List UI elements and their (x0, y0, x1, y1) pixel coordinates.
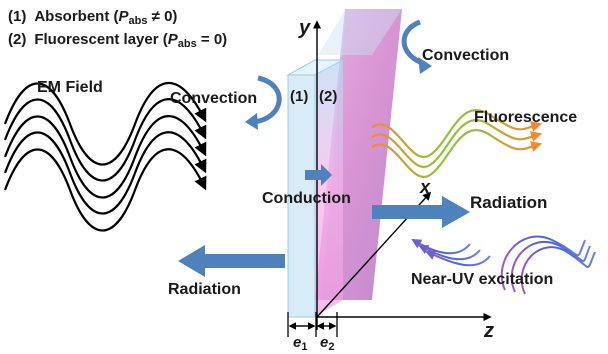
legend: (1) Absorbent (Pabs ≠ 0) (2) Fluorescent l… (8, 8, 227, 50)
convection-left-arrowhead (245, 113, 258, 130)
convection-right-arrow (401, 19, 426, 67)
thickness-markers (287, 312, 338, 337)
em-field-waves (3, 81, 207, 232)
em-field-label: EM Field (37, 79, 103, 96)
legend-item-fluorescent: (2) Fluorescent layer (Pabs = 0) (8, 31, 227, 50)
convection-right-arrowhead (418, 57, 432, 74)
fluorescence-waves (371, 109, 543, 179)
z-axis-label: z (483, 320, 494, 342)
near-uv-waves (411, 235, 596, 295)
conduction-arrow (305, 164, 332, 186)
thickness-e1-label: e1 (293, 334, 307, 353)
conduction-label: Conduction (262, 190, 351, 207)
layer-2-label: (2) (319, 88, 337, 105)
radiation-right-arrow (372, 196, 470, 228)
layer-1-label: (1) (290, 88, 308, 105)
fluorescence-label: Fluorescence (474, 109, 577, 126)
thickness-e2-label: e2 (320, 334, 334, 353)
radiation-left-arrow (178, 245, 285, 277)
legend-item-absorbent: (1) Absorbent (Pabs ≠ 0) (8, 8, 177, 27)
convection-left-arrow (251, 75, 282, 125)
layer-1-absorbent (286, 59, 344, 318)
radiation-left-label: Radiation (168, 281, 241, 298)
x-axis-label: x (419, 177, 431, 197)
convection-right-label: Convection (422, 47, 509, 64)
y-axis-label: y (298, 17, 311, 39)
convection-left-label: Convection (170, 90, 257, 107)
radiation-right-label: Radiation (470, 193, 547, 212)
near-uv-excitation-label: Near-UV excitation (411, 271, 553, 288)
